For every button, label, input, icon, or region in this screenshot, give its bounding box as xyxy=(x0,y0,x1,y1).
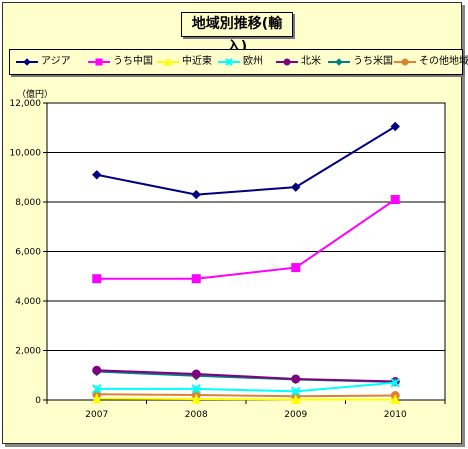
y-tick-label: 2,000 xyxy=(15,347,41,357)
data-point xyxy=(92,274,102,284)
legend-label: 欧州 xyxy=(243,56,263,67)
legend-label: うち中国 xyxy=(113,56,153,67)
chart-title: 地域別推移(輸入) xyxy=(181,12,293,55)
data-point xyxy=(291,263,301,273)
y-tick-label: 0 xyxy=(35,396,41,406)
series-line xyxy=(96,381,396,393)
data-point xyxy=(191,189,201,200)
data-point xyxy=(401,58,409,66)
data-point xyxy=(291,386,301,397)
y-tick-label: 10,000 xyxy=(10,149,42,159)
data-point xyxy=(335,58,343,66)
data-point xyxy=(390,121,400,132)
y-tick-label: 12,000 xyxy=(10,99,42,109)
data-point xyxy=(390,377,400,388)
data-point xyxy=(291,182,301,192)
data-point xyxy=(290,394,301,405)
data-point xyxy=(23,58,31,66)
legend: アジア うち中国 中近東 欧州 北米 うち米国 その他地域 xyxy=(9,49,468,75)
legend-swatches xyxy=(16,57,416,66)
series-line xyxy=(96,369,396,383)
data-point xyxy=(92,170,102,180)
x-tick-label: 2010 xyxy=(384,410,407,420)
data-point xyxy=(291,374,301,384)
data-point xyxy=(390,195,400,205)
data-point xyxy=(191,384,201,394)
data-point xyxy=(164,57,172,66)
series-line xyxy=(96,125,396,196)
data-point xyxy=(92,384,102,394)
data-point xyxy=(390,394,401,405)
data-point xyxy=(191,369,201,379)
data-point xyxy=(283,58,291,66)
series-line xyxy=(96,198,396,280)
y-unit-label: （億円） xyxy=(17,88,53,100)
x-tick-label: 2007 xyxy=(85,410,108,420)
data-point xyxy=(95,58,103,66)
data-point xyxy=(91,393,102,404)
legend-label: 北米 xyxy=(301,56,321,67)
y-tick-label: 8,000 xyxy=(15,198,41,208)
x-tick-label: 2008 xyxy=(185,410,208,420)
series-line xyxy=(96,397,396,401)
y-tick-label: 6,000 xyxy=(15,248,41,258)
series-line xyxy=(96,393,396,398)
legend-label: その他地域 xyxy=(419,56,468,67)
data-point xyxy=(92,365,102,375)
x-tick-label: 2009 xyxy=(284,410,307,420)
data-point xyxy=(225,58,233,66)
y-tick-label: 4,000 xyxy=(15,297,41,307)
legend-label: うち米国 xyxy=(353,56,393,67)
data-point xyxy=(191,393,202,404)
legend-label: アジア xyxy=(41,56,71,67)
legend-label: 中近東 xyxy=(182,56,212,67)
data-point xyxy=(191,274,201,284)
